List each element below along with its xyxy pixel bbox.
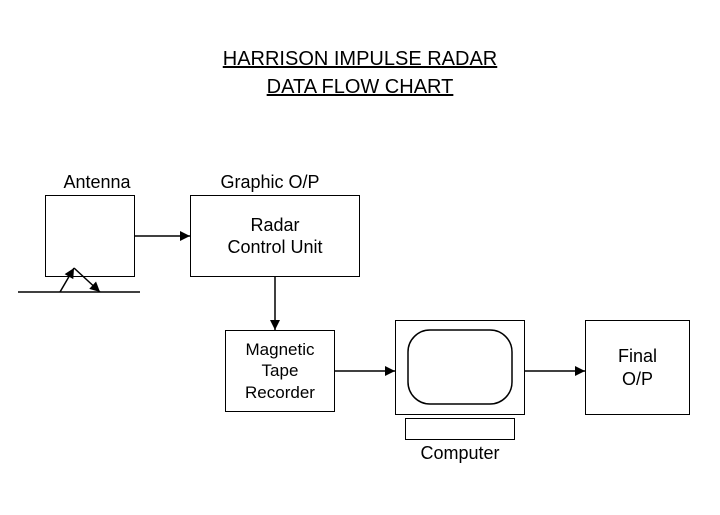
node-magnetic-tape-recorder-text: MagneticTapeRecorder — [245, 339, 315, 403]
node-antenna — [45, 195, 135, 277]
flowchart-canvas: HARRISON IMPULSE RADAR DATA FLOW CHART A… — [0, 0, 720, 515]
node-radar-control-unit-text: RadarControl Unit — [227, 214, 322, 259]
node-computer-base — [405, 418, 515, 440]
node-final-op-text: FinalO/P — [618, 345, 657, 390]
label-computer: Computer — [405, 443, 515, 464]
diagram-title-line1: HARRISON IMPULSE RADAR — [0, 48, 720, 71]
node-magnetic-tape-recorder: MagneticTapeRecorder — [225, 330, 335, 412]
node-computer-monitor — [395, 320, 525, 415]
label-graphic-op: Graphic O/P — [200, 172, 340, 193]
label-antenna: Antenna — [52, 172, 142, 193]
node-final-op: FinalO/P — [585, 320, 690, 415]
node-radar-control-unit: RadarControl Unit — [190, 195, 360, 277]
diagram-title-line2: DATA FLOW CHART — [0, 76, 720, 99]
